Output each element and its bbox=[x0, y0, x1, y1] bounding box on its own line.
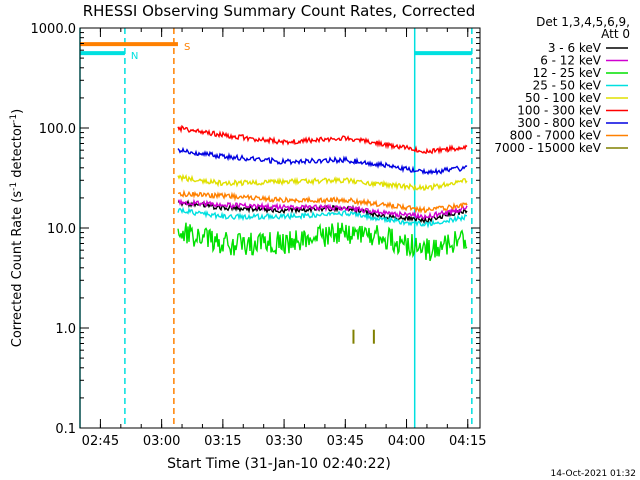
legend-label: 3 - 6 keV bbox=[548, 41, 602, 55]
legend-label: 800 - 7000 keV bbox=[510, 129, 602, 143]
y-tick-label: 1000.0 bbox=[31, 22, 77, 37]
y-axis-label: Corrected Count Rate (s-1 detector-1) bbox=[9, 109, 25, 347]
series bbox=[177, 206, 468, 229]
legend-label: 100 - 300 keV bbox=[517, 104, 601, 118]
series-line bbox=[177, 222, 468, 262]
series bbox=[177, 199, 468, 224]
y-axis-label-part: ) bbox=[10, 109, 25, 114]
series bbox=[177, 222, 468, 262]
flag-label: S bbox=[184, 42, 190, 53]
x-tick-label: 03:30 bbox=[265, 434, 302, 449]
y-axis-label-part: Corrected Count Rate (s bbox=[10, 191, 25, 348]
series-line bbox=[177, 173, 468, 192]
series-line bbox=[177, 189, 468, 214]
series bbox=[177, 173, 468, 192]
x-tick-label: 02:45 bbox=[82, 434, 119, 449]
legend-label: 6 - 12 keV bbox=[540, 54, 602, 68]
y-tick-label: 0.1 bbox=[55, 422, 76, 437]
series-line bbox=[177, 198, 468, 220]
y-axis-label-part: detector bbox=[10, 122, 25, 182]
chart-title: RHESSI Observing Summary Count Rates, Co… bbox=[83, 2, 476, 20]
y-axis: 0.1 1.0 10.0 100.0 1000.0 bbox=[31, 22, 480, 437]
series-line bbox=[177, 199, 468, 224]
y-tick-label: 10.0 bbox=[47, 222, 76, 237]
x-tick-label: 03:15 bbox=[204, 434, 241, 449]
series bbox=[177, 124, 468, 155]
y-tick-label: 1.0 bbox=[55, 322, 76, 337]
series-line bbox=[177, 206, 468, 229]
series bbox=[177, 146, 468, 176]
y-axis-label-sup: -1 bbox=[9, 182, 19, 191]
plot-content: NS bbox=[79, 28, 473, 428]
x-axis: 02:45 03:00 03:15 03:30 03:45 04:00 04:15 bbox=[79, 28, 486, 449]
y-tick-label: 100.0 bbox=[39, 122, 76, 137]
series bbox=[177, 189, 468, 214]
render-timestamp: 14-Oct-2021 01:32 bbox=[551, 469, 636, 479]
x-axis-label: Start Time (31-Jan-10 02:40:22) bbox=[167, 456, 391, 472]
x-tick-label: 03:45 bbox=[327, 434, 364, 449]
legend-label: 12 - 25 keV bbox=[533, 66, 602, 80]
x-tick-label: 04:15 bbox=[449, 434, 486, 449]
legend-label: 25 - 50 keV bbox=[533, 79, 602, 93]
x-tick-label: 04:00 bbox=[388, 434, 425, 449]
series-line bbox=[177, 146, 468, 176]
series-line bbox=[177, 124, 468, 155]
legend-header: Att 0 bbox=[601, 27, 630, 41]
series bbox=[352, 329, 375, 344]
series bbox=[177, 198, 468, 220]
flag-label: N bbox=[131, 51, 138, 62]
legend-label: 50 - 100 keV bbox=[525, 91, 602, 105]
legend-label: 300 - 800 keV bbox=[517, 116, 601, 130]
x-tick-label: 03:00 bbox=[143, 434, 180, 449]
legend-label: 7000 - 15000 keV bbox=[494, 141, 601, 155]
legend-header: Det 1,3,4,5,6,9, bbox=[536, 15, 630, 29]
y-axis-label-sup: -1 bbox=[9, 114, 19, 123]
